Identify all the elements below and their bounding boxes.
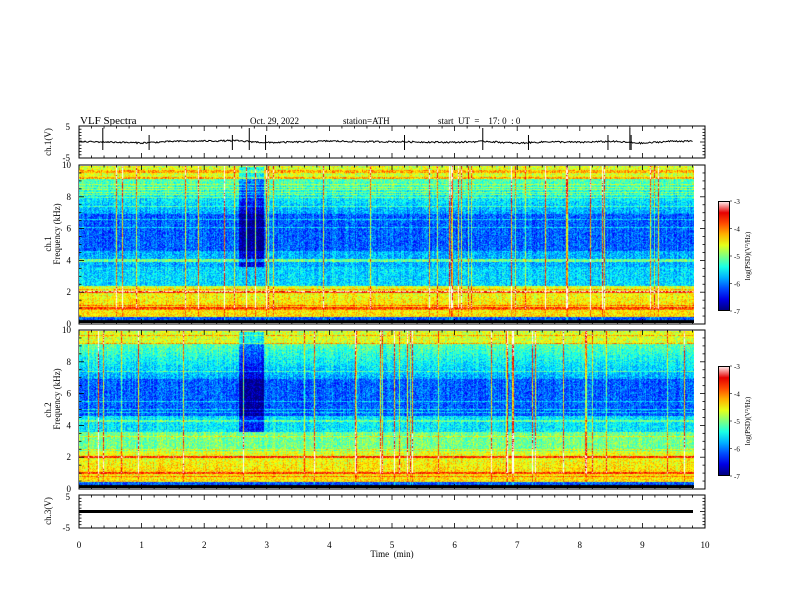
- ch1-ytick-bottom: -5: [63, 153, 71, 163]
- ch1-waveform-spikes: [102, 128, 632, 150]
- colorbar-tick-label: -3: [734, 198, 740, 206]
- colorbar-tick-label: -6: [734, 281, 740, 289]
- x-tick-label: 2: [202, 540, 207, 550]
- frequency-tick-label: 6: [67, 389, 72, 399]
- frequency-tick-label: 8: [67, 357, 72, 367]
- x-tick-label: 8: [578, 540, 583, 550]
- colorbar-labels: -3 -4 -5 -6 -7 -3 -4 -5 -6 -7: [730, 198, 740, 481]
- frequency-tick-label: 4: [67, 255, 72, 265]
- ch2-colorbar-label: log(PSD)(V²/Hz): [744, 396, 752, 445]
- start-time-label: start UT = 17: 0 : 0: [438, 116, 521, 126]
- colorbar-tick-label: -4: [734, 391, 740, 399]
- ch1-spectrogram-ylabel: Frequency (kHz): [52, 203, 62, 264]
- x-axis-label: Time (min): [370, 549, 413, 559]
- x-tick-label: 6: [452, 540, 457, 550]
- axis-ticks: [78, 125, 706, 529]
- colorbar-tick-label: -4: [734, 226, 740, 234]
- frequency-tick-label: 2: [67, 452, 72, 462]
- x-tick-label: 3: [265, 540, 270, 550]
- ch1-spectrogram-channel-label: ch.1: [43, 236, 53, 251]
- x-tick-label: 5: [390, 540, 395, 550]
- ch2-spectrogram-channel-label: ch.2: [43, 402, 53, 417]
- ch1-waveform-trace: [78, 139, 693, 145]
- ch1-colorbar: [718, 201, 730, 311]
- ch1-ytick-top: 5: [66, 122, 71, 132]
- figure-title: VLF Spectra: [80, 115, 137, 127]
- colorbar-tick-label: -5: [734, 418, 740, 426]
- frequency-tick-label: 10: [62, 325, 72, 335]
- ch1-colorbar-label: log(PSD)(V²/Hz): [744, 231, 752, 280]
- date-label: Oct. 29, 2022: [250, 116, 299, 126]
- colorbar-tick-label: -7: [734, 473, 740, 481]
- ch3-ytick-bottom: -5: [63, 523, 71, 533]
- frequency-tick-label: 2: [67, 287, 72, 297]
- ch3-ytick-top: 5: [66, 492, 71, 502]
- x-tick-label: 10: [701, 540, 711, 550]
- ch2-colorbar: [718, 366, 730, 476]
- frequency-tick-label: 8: [67, 192, 72, 202]
- ch3-waveform-trace: [79, 510, 693, 513]
- frequency-tick-label: 10: [62, 160, 72, 170]
- frequency-tick-label: 6: [67, 224, 72, 234]
- ch1-waveform-ylabel: ch.1(V): [43, 128, 53, 156]
- ch2-spectrogram-image: [79, 331, 694, 488]
- frequency-tick-label: 4: [67, 420, 72, 430]
- ch2-spectrogram-ylabel: Frequency (kHz): [52, 368, 62, 429]
- colorbar-tick-label: -6: [734, 446, 740, 454]
- frequency-tick-label: 0: [67, 319, 72, 329]
- colorbar-tick-label: -5: [734, 253, 740, 261]
- x-tick-label: 4: [327, 540, 332, 550]
- colorbar-tick-label: -7: [734, 308, 740, 316]
- x-tick-label: 9: [640, 540, 645, 550]
- ch1-spectrogram-image: [79, 166, 694, 323]
- frequency-tick-label: 0: [67, 484, 72, 494]
- ch3-waveform-ylabel: ch.3(V): [43, 497, 53, 525]
- colorbar-tick-label: -3: [734, 363, 740, 371]
- x-tick-label: 7: [515, 540, 520, 550]
- x-tick-label: 1: [139, 540, 144, 550]
- x-tick-label: 0: [77, 540, 82, 550]
- station-label: station=ATH: [343, 116, 390, 126]
